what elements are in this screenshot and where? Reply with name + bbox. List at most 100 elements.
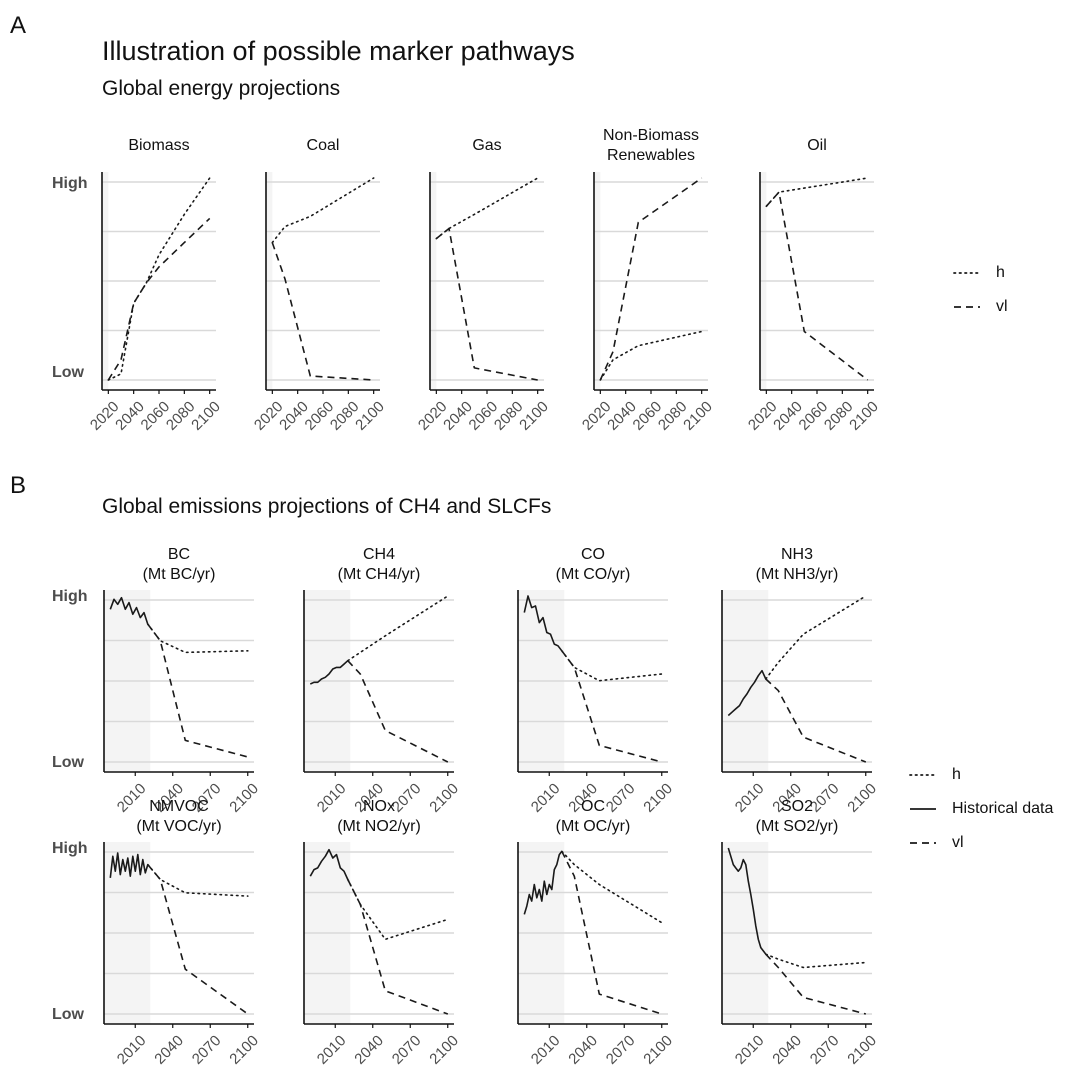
x-tick-label: 2100 (846, 398, 882, 434)
series-line-historical-data (727, 669, 767, 717)
facet-title-line: (Mt NO2/yr) (337, 818, 421, 835)
x-tick-label: 2010 (314, 1032, 350, 1068)
series-line-h (765, 177, 869, 208)
facet-title-line: SO2 (780, 798, 813, 815)
facet-title-biomass: Biomass (84, 136, 234, 156)
x-tick-label: 2040 (151, 1032, 187, 1068)
series-line-historical-data (309, 660, 349, 685)
series-line-historical-data (309, 848, 349, 880)
series-line-vl (561, 850, 663, 1015)
facet-title-line: (Mt CH4/yr) (337, 566, 421, 583)
facet-title-line: Coal (306, 137, 340, 154)
x-tick-label: 2100 (426, 1032, 462, 1068)
facet-title-line: (Mt BC/yr) (142, 566, 216, 583)
series-line-vl (271, 242, 374, 381)
series-line-h (271, 177, 375, 244)
series-line-vl (347, 879, 449, 1015)
series-line-h (764, 953, 867, 969)
y-label-high-b2: High (52, 840, 88, 857)
y-label-high-a: High (52, 175, 88, 192)
x-tick-label: 2010 (528, 1032, 564, 1068)
legend-label: vl (952, 834, 964, 851)
x-tick-label: 2040 (351, 1032, 387, 1068)
legend-item-h: h (952, 256, 1062, 290)
facet-title-oil: Oil (742, 136, 892, 156)
legend-swatch-dotted (953, 272, 981, 274)
facet-title-non-biomass: Non-Biomass Renewables (576, 126, 726, 166)
legend-item-historical: Historical data (908, 792, 1068, 826)
x-tick-label: 2070 (603, 1032, 639, 1068)
legend-label: h (952, 766, 961, 783)
x-tick-label: 2040 (769, 1032, 805, 1068)
facet-title-line: NH3 (780, 546, 813, 563)
facet-plot-nh3: 2010 2040 2070 2100 (721, 590, 880, 816)
facet-title-line: OC (581, 798, 605, 815)
series-line-vl (765, 678, 867, 763)
x-tick-label: 2100 (188, 398, 224, 434)
facet-plot-co: 2010 2040 2070 2100 (517, 590, 676, 816)
x-tick-label: 2100 (844, 1032, 880, 1068)
facet-title-line: Renewables (606, 147, 696, 164)
facet-title-line: (Mt SO2/yr) (755, 818, 839, 835)
facet-plot-nmvoc: 2010 2040 2070 2100 (103, 842, 262, 1068)
series-line-historical-data (523, 595, 563, 652)
legend-item-vl: vl (908, 826, 1068, 860)
x-tick-label: 2070 (807, 1032, 843, 1068)
legend-swatch-dashed (910, 842, 936, 844)
x-tick-label: 2070 (389, 1032, 425, 1068)
facet-title-line: CO (581, 546, 605, 563)
facet-plot-ch4: 2010 2040 2070 2100 (303, 590, 462, 816)
x-tick-label: 2100 (640, 1032, 676, 1068)
series-line-h (764, 595, 867, 680)
x-tick-label: 2100 (516, 398, 552, 434)
series-line-vl (765, 953, 867, 1015)
series-line-h (560, 850, 663, 924)
facet-title-line: Biomass (128, 137, 190, 154)
series-line-historical-data (727, 847, 767, 955)
facet-title-nox: NOx (Mt NO2/yr) (304, 797, 454, 837)
panel-a-subtitle: Global energy projections (102, 77, 341, 100)
facet-title-line: BC (167, 546, 191, 563)
panel-letter-a: A (10, 12, 27, 39)
facet-title-coal: Coal (248, 136, 398, 156)
series-line-h (346, 595, 449, 662)
legend-label: vl (996, 298, 1008, 315)
facet-title-line: Oil (807, 137, 827, 154)
facet-title-bc: BC (Mt BC/yr) (104, 545, 254, 585)
y-label-low-a: Low (52, 364, 84, 381)
facet-plot-bc: 2010 2040 2070 2100 (103, 590, 262, 816)
facet-title-gas: Gas (412, 136, 562, 156)
series-line-vl (147, 864, 249, 1015)
x-tick-label: 2100 (226, 1032, 262, 1068)
series-line-vl (765, 191, 869, 381)
series-line-vl (435, 227, 538, 381)
series-line-historical-data (109, 852, 149, 878)
series-line-vl (561, 650, 663, 763)
figure-title: Illustration of possible marker pathways (102, 36, 575, 66)
facet-title-line: (Mt OC/yr) (555, 818, 631, 835)
x-tick-label: 2040 (565, 1032, 601, 1068)
legend-label: Historical data (952, 800, 1054, 817)
legend-a: h vl (952, 256, 1062, 324)
y-label-low-b2: Low (52, 1006, 84, 1023)
facet-title-line: Non-Biomass (602, 127, 700, 144)
panel-letter-b: B (10, 472, 27, 499)
facet-title-oc: OC (Mt OC/yr) (518, 797, 668, 837)
legend-swatch-dotted (909, 774, 937, 776)
legend-item-vl: vl (952, 290, 1062, 324)
x-tick-label: 2100 (352, 398, 388, 434)
facet-plot-oc: 2010 2040 2070 2100 (517, 842, 676, 1068)
facet-title-ch4: CH4 (Mt CH4/yr) (304, 545, 454, 585)
legend-b: h Historical data vl (908, 758, 1068, 860)
facet-title-line: (Mt NH3/yr) (755, 566, 839, 583)
facet-title-nh3: NH3 (Mt NH3/yr) (722, 545, 872, 585)
series-line-vl (107, 217, 211, 381)
series-line-h (599, 330, 703, 381)
legend-label: h (996, 264, 1005, 281)
facet-title-line: NOx (363, 798, 395, 815)
x-tick-label: 2070 (189, 1032, 225, 1068)
legend-swatch-dashed (954, 306, 980, 308)
series-line-vl (599, 177, 703, 381)
